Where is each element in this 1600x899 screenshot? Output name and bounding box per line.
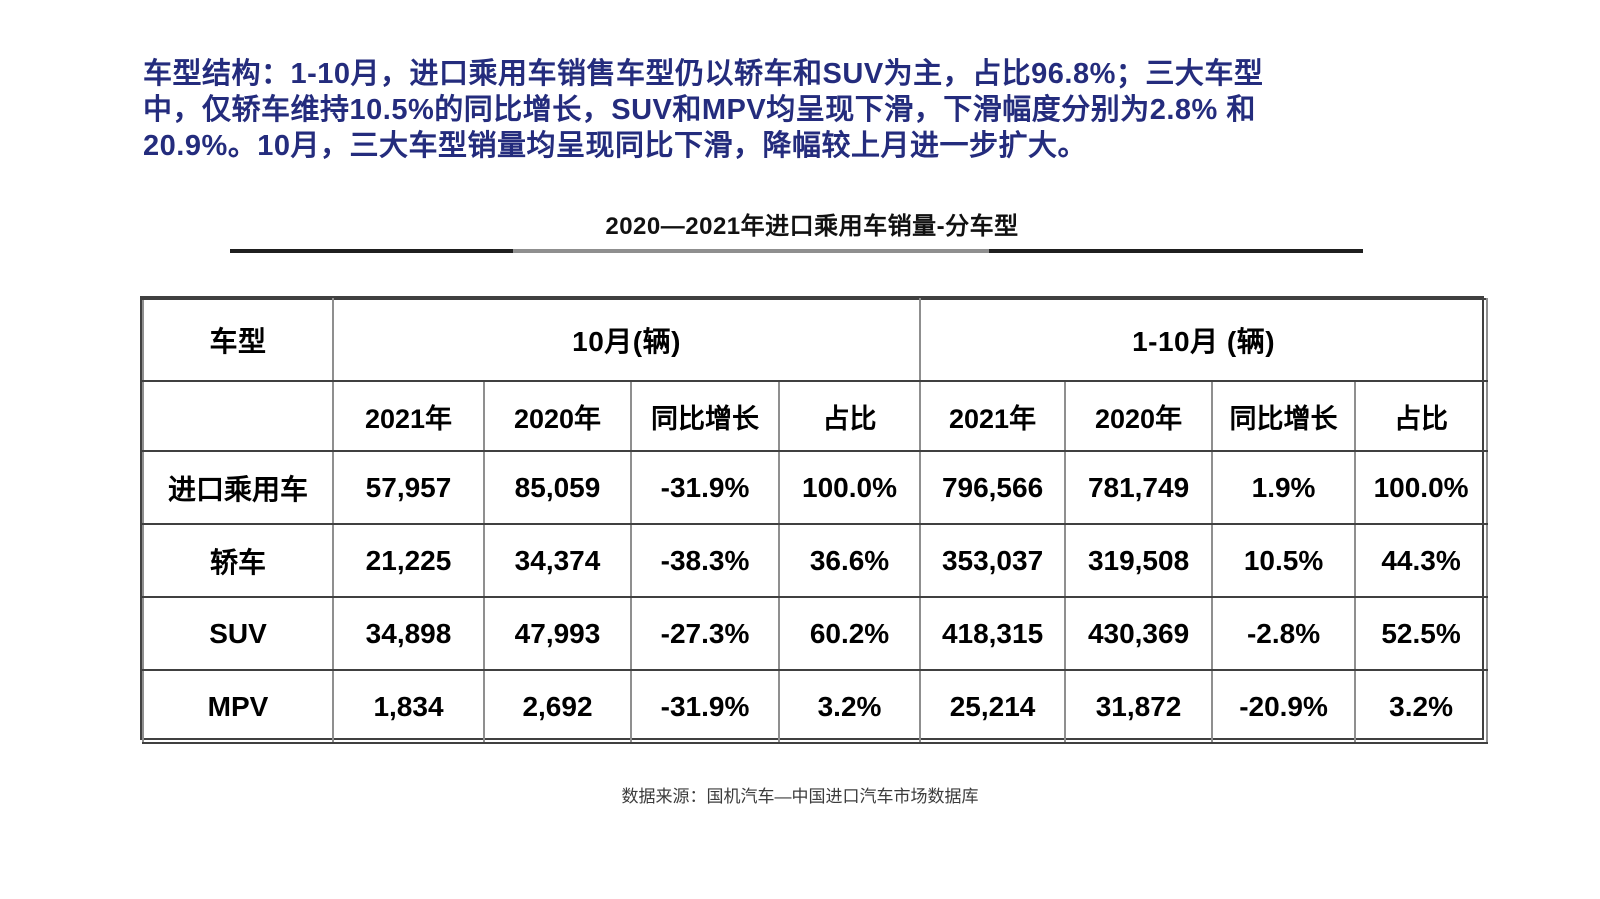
table-cell: 36.6% — [777, 523, 922, 598]
table-row-suv: SUV 34,898 47,993 -27.3% 60.2% 418,315 4… — [142, 596, 1489, 671]
table-cell: 44.3% — [1354, 523, 1489, 598]
sub-header-cell: 2021年 — [332, 380, 485, 452]
sub-header-cell: 占比 — [777, 380, 922, 452]
table-cell: -20.9% — [1211, 669, 1357, 744]
table-cell: 21,225 — [332, 523, 485, 598]
row-label: 进口乘用车 — [142, 450, 334, 525]
table-cell: 418,315 — [919, 596, 1067, 671]
table-row-sedan: 轿车 21,225 34,374 -38.3% 36.6% 353,037 31… — [142, 523, 1489, 598]
table-cell: 100.0% — [1354, 450, 1489, 525]
table-cell: 3.2% — [1354, 669, 1489, 744]
empty-header-cell — [142, 380, 334, 452]
table-group-header-row: 车型 10月(辆) 1-10月 (辆) — [142, 298, 1489, 382]
headline-paragraph: 车型结构：1-10月，进口乘用车销售车型仍以轿车和SUV为主，占比96.8%；三… — [143, 56, 1473, 164]
month-group-header: 10月(辆) — [331, 298, 922, 382]
table-cell: 47,993 — [483, 596, 632, 671]
table-cell: 781,749 — [1064, 450, 1214, 525]
table-cell: 34,898 — [332, 596, 485, 671]
ytd-group-header: 1-10月 (辆) — [919, 298, 1489, 382]
table-cell: -31.9% — [630, 669, 780, 744]
table-cell: 430,369 — [1064, 596, 1214, 671]
table-cell: 100.0% — [777, 450, 922, 525]
table-cell: 1.9% — [1211, 450, 1357, 525]
table-cell: 60.2% — [777, 596, 922, 671]
table-cell: -31.9% — [630, 450, 780, 525]
table-cell: 353,037 — [919, 523, 1067, 598]
row-label: SUV — [142, 596, 334, 671]
corner-header-cell: 车型 — [142, 298, 334, 382]
sub-header-cell: 2021年 — [919, 380, 1067, 452]
headline-line: 车型结构：1-10月，进口乘用车销售车型仍以轿车和SUV为主，占比96.8%；三… — [143, 58, 1264, 90]
headline-line: 中，仅轿车维持10.5%的同比增长，SUV和MPV均呈现下滑，下滑幅度分别为2.… — [143, 94, 1256, 126]
row-label: MPV — [142, 669, 334, 744]
table-cell: 34,374 — [483, 523, 632, 598]
table-cell: 85,059 — [483, 450, 632, 525]
title-underline — [230, 249, 1363, 253]
table-cell: 52.5% — [1354, 596, 1489, 671]
sub-header-cell: 2020年 — [1064, 380, 1214, 452]
sub-header-cell: 2020年 — [483, 380, 632, 452]
table-cell: -38.3% — [630, 523, 780, 598]
sub-header-cell: 同比增长 — [630, 380, 780, 452]
sales-table-container: 车型 10月(辆) 1-10月 (辆) 2021年 2020年 同比增长 占比 … — [140, 296, 1489, 744]
table-cell: -27.3% — [630, 596, 780, 671]
row-label: 轿车 — [142, 523, 334, 598]
table-subheader-row: 2021年 2020年 同比增长 占比 2021年 2020年 同比增长 占比 — [142, 380, 1489, 452]
table-cell: 31,872 — [1064, 669, 1214, 744]
table-cell: 57,957 — [332, 450, 485, 525]
table-cell: 2,692 — [483, 669, 632, 744]
table-cell: 796,566 — [919, 450, 1067, 525]
table-title: 2020—2021年进口乘用车销量-分车型 — [605, 213, 1019, 240]
table-cell: -2.8% — [1211, 596, 1357, 671]
table-cell: 25,214 — [919, 669, 1067, 744]
table-row-total: 进口乘用车 57,957 85,059 -31.9% 100.0% 796,56… — [142, 450, 1489, 525]
table-cell: 1,834 — [332, 669, 485, 744]
table-cell: 3.2% — [777, 669, 922, 744]
sales-table: 车型 10月(辆) 1-10月 (辆) 2021年 2020年 同比增长 占比 … — [142, 298, 1489, 744]
source-note: 数据来源：国机汽车—中国进口汽车市场数据库 — [621, 787, 979, 806]
table-cell: 10.5% — [1211, 523, 1357, 598]
table-cell: 319,508 — [1064, 523, 1214, 598]
headline-line: 20.9%。10月，三大车型销量均呈现同比下滑，降幅较上月进一步扩大。 — [143, 130, 1087, 162]
sub-header-cell: 占比 — [1354, 380, 1489, 452]
sub-header-cell: 同比增长 — [1211, 380, 1357, 452]
table-row-mpv: MPV 1,834 2,692 -31.9% 3.2% 25,214 31,87… — [142, 669, 1489, 744]
